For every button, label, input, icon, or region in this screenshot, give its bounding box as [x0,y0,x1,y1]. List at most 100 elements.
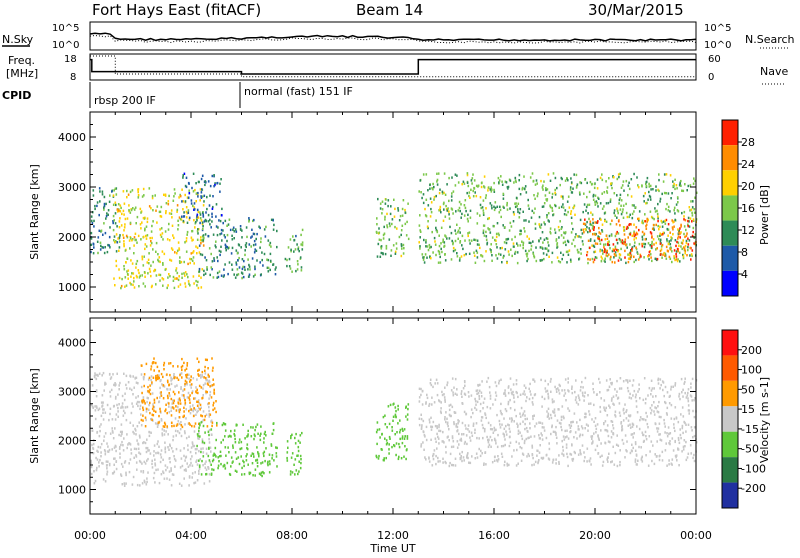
data-point [137,269,140,272]
data-point [159,215,162,218]
data-point [610,399,613,402]
data-point [149,392,152,396]
data-point [114,457,116,460]
data-point [113,457,115,460]
data-point [193,262,195,265]
data-point [196,284,198,287]
data-point [140,238,142,241]
data-point [190,378,192,382]
data-point [432,454,434,458]
data-point [124,411,126,415]
data-point [427,220,429,223]
data-point [207,402,209,406]
data-point [669,174,672,177]
data-point [566,452,568,456]
data-point [173,375,175,378]
data-point [129,443,132,446]
data-point [130,452,133,455]
data-point [393,444,395,447]
data-point [166,387,168,391]
data-point [267,239,270,242]
data-point [641,460,644,463]
data-point [247,258,249,261]
data-point [666,227,669,231]
data-point [419,214,421,217]
data-point [439,460,441,463]
data-point [401,207,404,211]
data-point [640,458,643,461]
data-point [641,230,644,234]
data-point [248,265,251,268]
data-point [523,219,525,222]
data-point [194,408,197,411]
data-point [123,437,125,440]
data-point [137,188,139,191]
data-point [554,231,557,234]
data-point [615,238,618,241]
data-point [503,463,506,467]
data-point [390,249,393,252]
data-point [515,202,517,205]
data-point [625,202,627,206]
data-point [419,229,421,232]
data-point [200,386,203,389]
data-point [418,417,421,420]
data-point [198,368,200,372]
data-point [123,461,126,464]
data-point [297,445,300,449]
data-point [610,234,613,237]
data-point [528,436,530,439]
data-point [155,250,157,253]
data-point [655,395,657,398]
data-point [113,235,116,238]
data-point [135,222,137,225]
data-point [616,216,618,219]
y-tick-label: 1000 [58,484,86,497]
data-point [227,435,230,438]
data-point [606,237,609,240]
data-point [196,252,198,255]
data-point [546,188,549,191]
data-point [400,254,403,258]
data-point [647,394,649,397]
data-point [407,237,410,241]
data-point [184,369,186,372]
data-point [635,231,638,235]
data-point [163,364,165,367]
data-point [180,386,182,389]
data-point [113,463,115,466]
data-point [583,231,585,234]
data-point [295,234,297,238]
data-point [288,265,291,268]
data-point [142,414,144,417]
data-point [183,447,185,450]
data-point [198,429,200,432]
data-point [626,246,628,249]
data-point [602,460,605,464]
data-point [260,237,262,240]
data-point [463,459,465,462]
data-point [603,399,606,402]
data-point [494,238,496,242]
data-point [624,238,627,241]
data-point [168,222,170,226]
data-point [572,238,575,242]
data-point [554,188,556,192]
data-point [633,233,635,236]
data-point [659,438,662,441]
data-point [629,379,631,382]
data-point [126,189,128,193]
data-point [274,273,277,276]
data-point [508,178,511,181]
data-point [631,443,633,446]
data-point [494,381,497,384]
data-point [447,207,449,210]
data-point [565,443,568,446]
data-point [596,423,599,426]
data-point [160,235,163,238]
data-point [562,253,565,257]
data-point [172,450,174,453]
data-point [213,185,215,188]
data-point [254,267,256,271]
